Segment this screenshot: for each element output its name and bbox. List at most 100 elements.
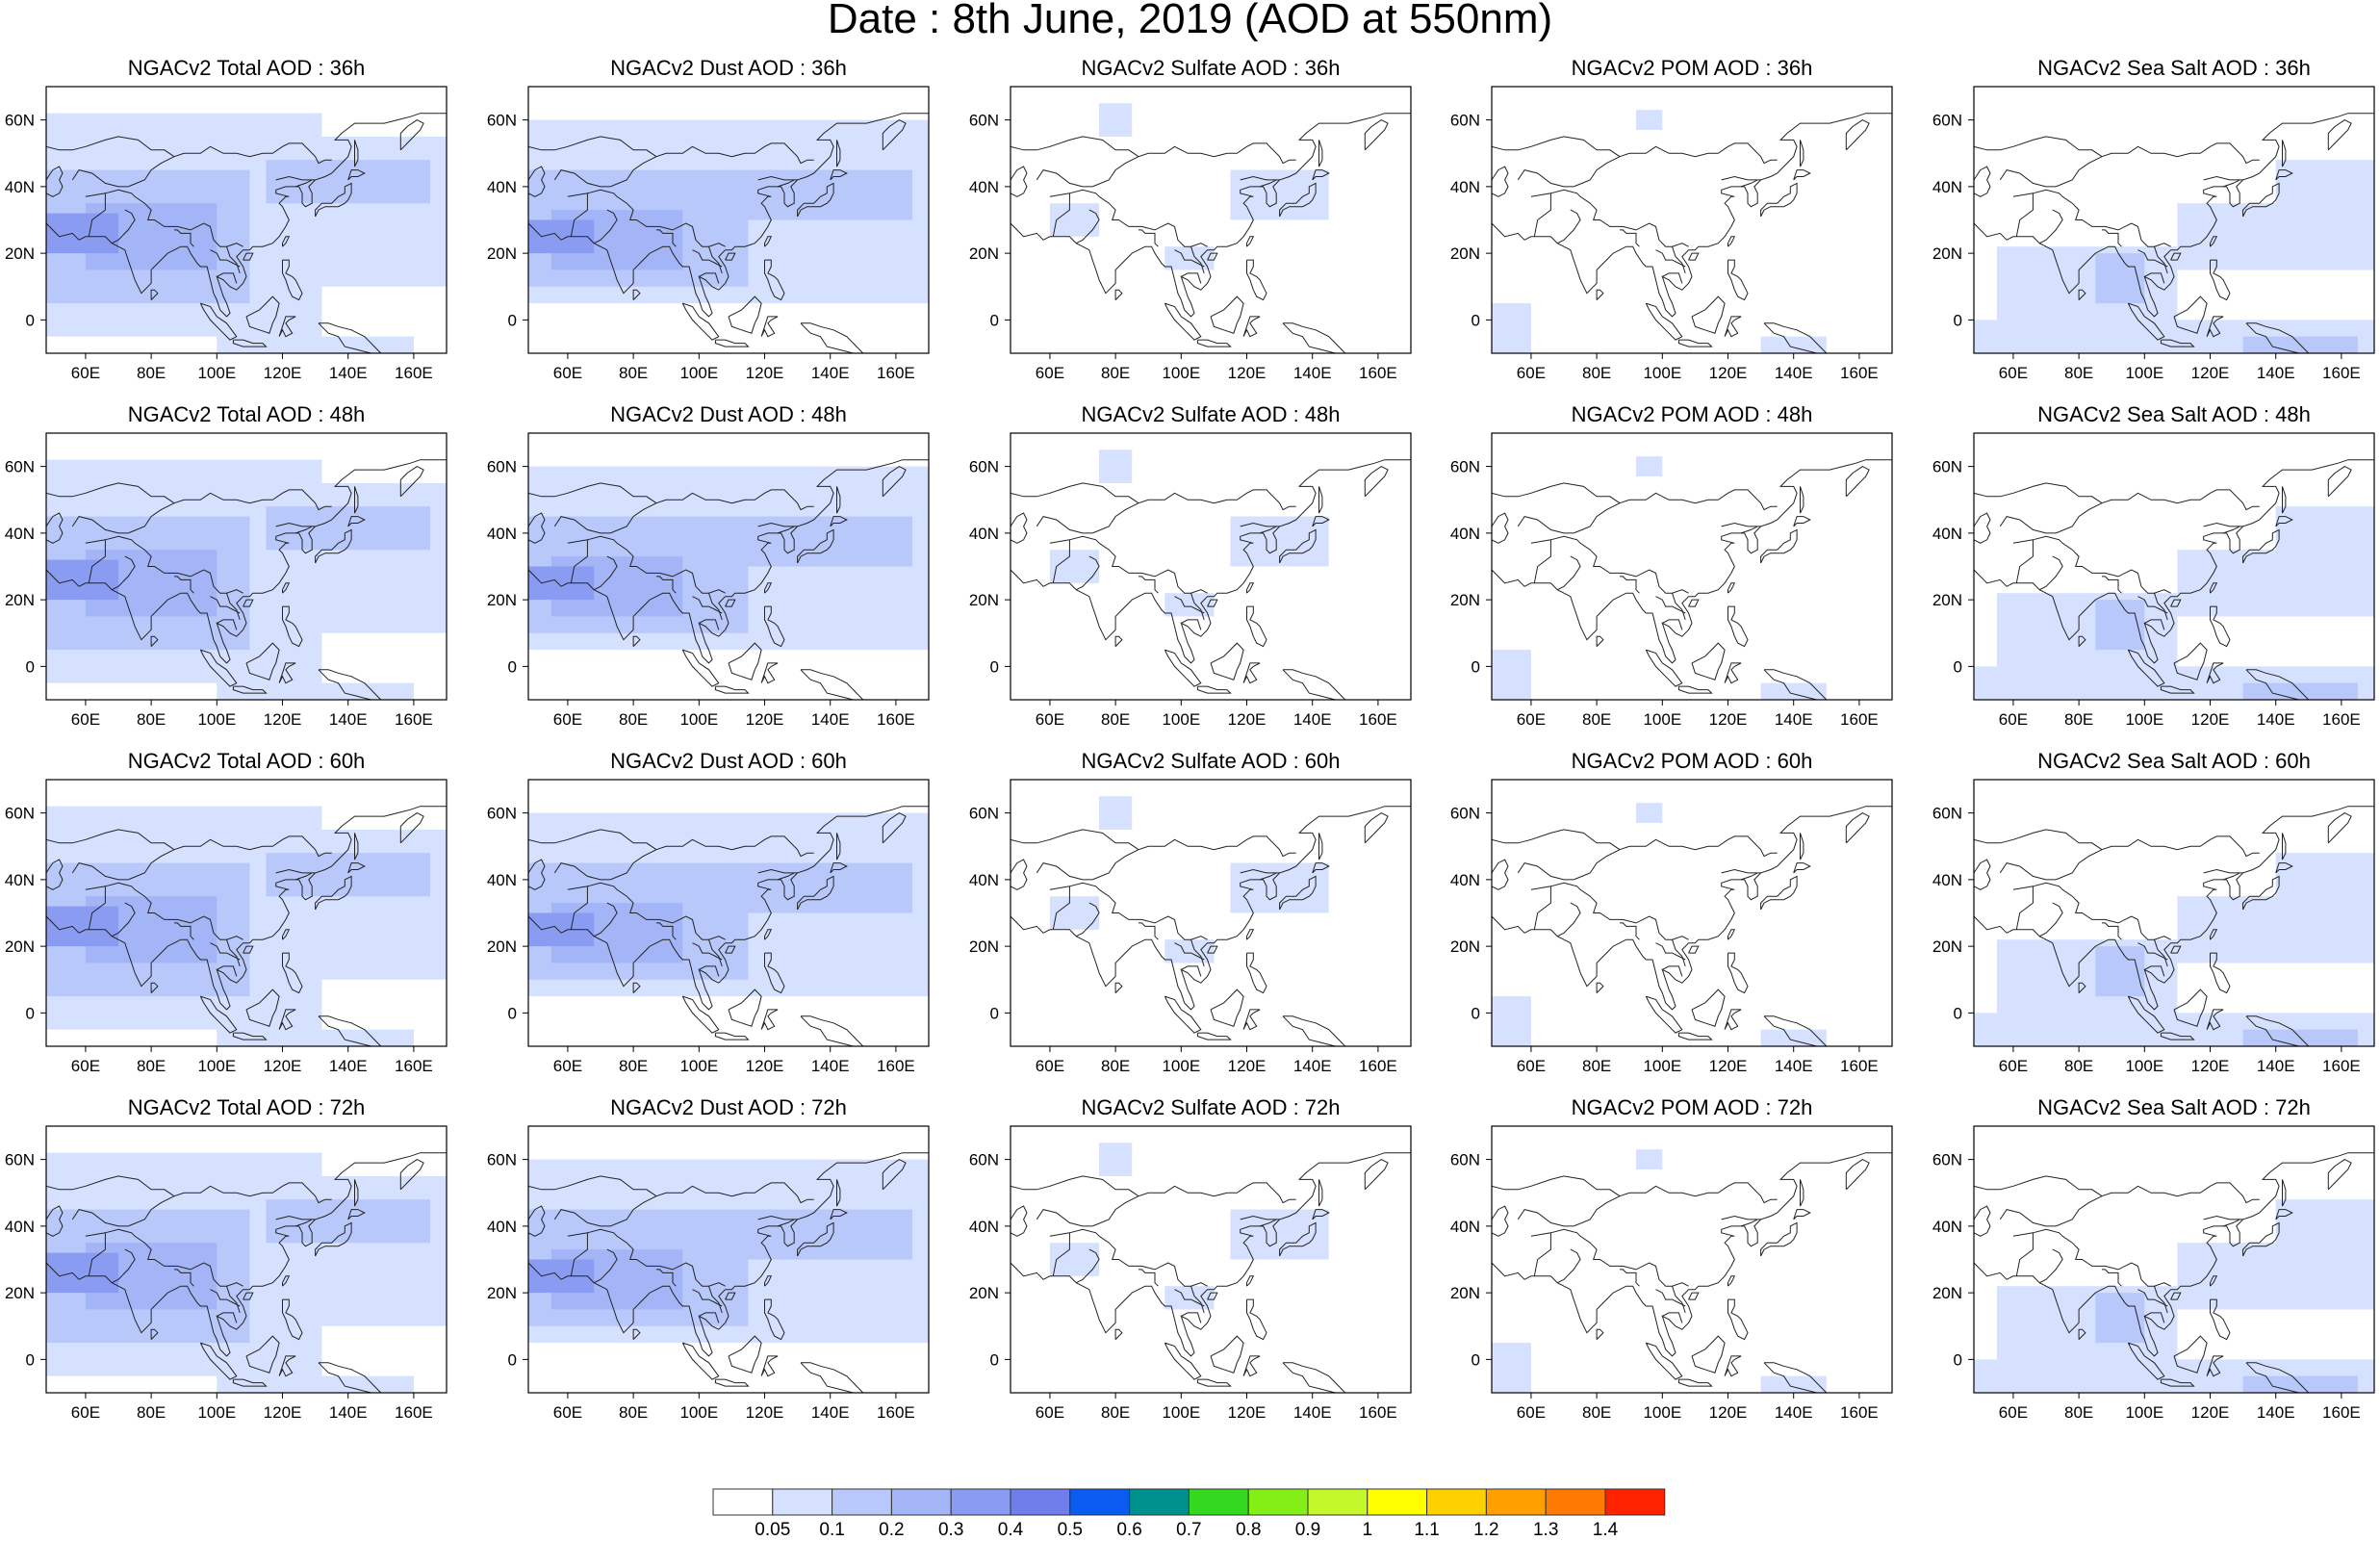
map-panel-pom-60h: NGACv2 POM AOD : 60h 60E 80E 100E 120E 140E 16… <box>1444 743 1902 1085</box>
coastlines <box>46 459 447 700</box>
lon-tick-label: 100E <box>2125 1403 2163 1422</box>
aod-field <box>1974 160 2374 353</box>
coastline <box>282 929 291 940</box>
coastline <box>2015 539 2034 583</box>
coastline <box>1092 142 1296 188</box>
lon-tick-label: 100E <box>679 1403 718 1422</box>
coastline <box>728 295 762 334</box>
coastline <box>2210 1275 2218 1287</box>
lon-tick-label: 160E <box>1359 1403 1397 1422</box>
coastline <box>1011 512 1028 544</box>
coastline <box>2144 272 2165 284</box>
coastline <box>1011 482 1139 504</box>
coastline <box>528 859 546 890</box>
lat-tick-label: 60N <box>5 1151 35 1169</box>
aod-cell <box>1996 939 2178 1014</box>
map-frame <box>45 1125 448 1394</box>
map-plot: 60E 80E 100E 120E 140E 160E 0 20N 40N 60N <box>1450 779 1893 1075</box>
coastline <box>1240 175 1280 181</box>
coastlines <box>46 806 447 1046</box>
coastline <box>111 902 136 937</box>
lat-tick-label: 0 <box>508 311 517 329</box>
coastline <box>610 489 814 534</box>
coastline <box>2078 635 2086 647</box>
aod-cell <box>1996 593 2178 667</box>
coastline <box>282 259 303 301</box>
coastline <box>1190 939 1205 967</box>
lon-tick-label: 160E <box>1359 364 1397 382</box>
coastline <box>1207 945 1218 954</box>
coastlines <box>46 113 447 353</box>
coastline <box>1620 229 1640 247</box>
coastline <box>2203 1215 2243 1220</box>
aod-cell <box>321 829 447 980</box>
coastline <box>1655 1289 1686 1307</box>
lon-tick-label: 140E <box>2257 1057 2295 1075</box>
colorbar-swatch <box>1367 1488 1428 1516</box>
lon-tick-label: 140E <box>1293 710 1332 729</box>
aod-cell <box>1049 550 1100 583</box>
colorbar-label: 0.2 <box>879 1520 905 1540</box>
lon-tick-label: 60E <box>553 364 582 382</box>
coastlines <box>1011 806 1411 1046</box>
aod-cell <box>1049 896 1100 930</box>
coastline <box>1181 1312 1202 1323</box>
coastline <box>1049 1228 1208 1287</box>
coastline <box>199 649 238 687</box>
lon-tick-label: 140E <box>1293 1403 1332 1422</box>
coastline <box>1036 862 1093 881</box>
lon-tick-label: 80E <box>619 1057 648 1075</box>
lon-tick-label: 160E <box>2322 1057 2361 1075</box>
lat-tick-label: 20N <box>487 244 517 263</box>
coastline <box>610 142 814 188</box>
coastline <box>226 246 241 274</box>
aod-cell <box>321 136 447 287</box>
coastline <box>797 875 834 911</box>
coastline <box>243 599 254 607</box>
coastline <box>2173 1335 2208 1374</box>
lat-tick-label: 20N <box>1932 591 1962 609</box>
map-plot: 60E 80E 100E 120E 140E 160E 0 20N 40N 60N <box>487 86 930 382</box>
coastline <box>714 1032 750 1040</box>
coastline <box>2210 582 2218 594</box>
lat-tick-label: 20N <box>1932 244 1962 263</box>
lon-tick-label: 140E <box>2257 710 2295 729</box>
coastline <box>1011 829 1139 851</box>
aod-cell <box>1164 939 1215 963</box>
coastline <box>128 1182 332 1227</box>
coastline <box>1492 859 1509 890</box>
coastline <box>2154 593 2168 621</box>
coastline <box>210 942 241 961</box>
coastline <box>1740 526 1758 534</box>
coastline <box>1800 833 1804 860</box>
panel-title: NGACv2 Sulfate AOD : 48h <box>1081 402 1341 426</box>
coastline <box>1645 649 1683 687</box>
coastline <box>1974 512 1991 544</box>
map-frame <box>1010 779 1412 1047</box>
coastline <box>1620 1269 1640 1287</box>
coastline <box>1740 1219 1758 1227</box>
coastline <box>760 316 779 338</box>
lat-tick-label: 40N <box>1932 525 1962 543</box>
coastline <box>1312 516 1330 527</box>
coastline <box>1246 952 1267 994</box>
colorbar-swatch <box>1010 1488 1071 1516</box>
coastline <box>2245 322 2310 353</box>
coastline <box>1672 939 1686 967</box>
coastline <box>1011 806 1411 1011</box>
aod-cell <box>266 1199 430 1244</box>
coastline <box>1688 1292 1700 1300</box>
coastline <box>1190 1286 1205 1314</box>
coastline <box>1620 922 1640 940</box>
lon-tick-label: 140E <box>1775 710 1813 729</box>
coastline <box>282 1298 303 1341</box>
coastline <box>1974 1205 1991 1237</box>
aod-cell <box>266 506 430 551</box>
lat-tick-label: 0 <box>1472 1350 1480 1369</box>
coastline <box>1556 902 1581 937</box>
coastline <box>1691 295 1726 334</box>
coastline <box>1282 1015 1346 1046</box>
coastline <box>2275 516 2293 527</box>
map-panel-dust-48h: NGACv2 Dust AOD : 48h 60E 80E 100E 120E 140E 1… <box>480 397 938 738</box>
coastline <box>1259 1219 1277 1227</box>
